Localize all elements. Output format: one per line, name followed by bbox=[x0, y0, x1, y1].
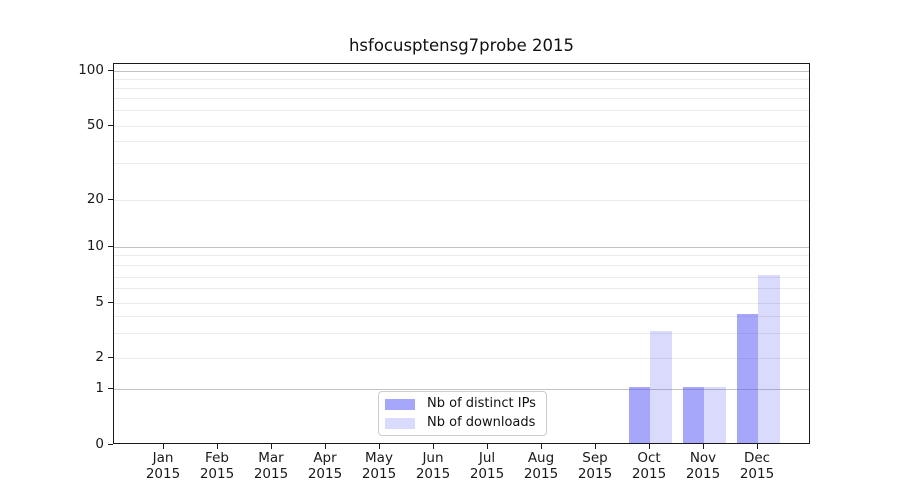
legend-label-downloads: Nb of downloads bbox=[427, 415, 536, 430]
y-tick-1 bbox=[108, 388, 113, 390]
x-tick-label-dec: Dec 2015 bbox=[739, 450, 775, 482]
gridline-minor-80 bbox=[114, 88, 809, 89]
y-tick-20 bbox=[108, 199, 113, 201]
legend-label-distinct-ips: Nb of distinct IPs bbox=[427, 396, 536, 411]
legend-item-downloads: Nb of downloads bbox=[385, 415, 538, 431]
bar-nb-of-distinct-ips-nov bbox=[682, 387, 704, 443]
x-tick-apr bbox=[325, 444, 327, 449]
y-tick-label-0: 0 bbox=[95, 436, 104, 452]
x-tick-label-oct: Oct 2015 bbox=[631, 450, 667, 482]
y-tick-label-1: 1 bbox=[95, 380, 104, 396]
x-tick-oct bbox=[649, 444, 651, 449]
y-tick-label-5: 5 bbox=[95, 294, 104, 310]
x-tick-label-apr: Apr 2015 bbox=[307, 450, 343, 482]
legend-item-distinct-ips: Nb of distinct IPs bbox=[385, 396, 538, 412]
y-tick-label-50: 50 bbox=[86, 117, 104, 133]
gridline-minor-5 bbox=[114, 303, 809, 304]
gridline-minor-60 bbox=[114, 110, 809, 111]
gridline-minor-90 bbox=[114, 79, 809, 80]
x-tick-label-feb: Feb 2015 bbox=[199, 450, 235, 482]
y-tick-2 bbox=[108, 357, 113, 359]
gridline-minor-40 bbox=[114, 141, 809, 142]
y-tick-label-2: 2 bbox=[95, 349, 104, 365]
y-tick-label-20: 20 bbox=[86, 191, 104, 207]
x-tick-aug bbox=[541, 444, 543, 449]
bar-nb-of-distinct-ips-dec bbox=[736, 314, 758, 443]
x-tick-label-mar: Mar 2015 bbox=[253, 450, 289, 482]
x-tick-label-aug: Aug 2015 bbox=[523, 450, 559, 482]
x-tick-nov bbox=[703, 444, 705, 449]
x-tick-feb bbox=[217, 444, 219, 449]
bar-nb-of-downloads-dec bbox=[758, 275, 780, 443]
y-tick-0 bbox=[108, 444, 113, 446]
x-tick-label-may: May 2015 bbox=[361, 450, 397, 482]
gridline-major-10 bbox=[114, 247, 809, 248]
gridline-major-1 bbox=[114, 389, 809, 390]
legend-swatch-downloads bbox=[385, 417, 415, 429]
x-tick-label-jun: Jun 2015 bbox=[415, 450, 451, 482]
x-tick-jun bbox=[433, 444, 435, 449]
gridline-minor-2 bbox=[114, 358, 809, 359]
gridline-minor-50 bbox=[114, 126, 809, 127]
gridline-minor-20 bbox=[114, 200, 809, 201]
x-tick-sep bbox=[595, 444, 597, 449]
y-tick-50 bbox=[108, 125, 113, 127]
x-tick-label-nov: Nov 2015 bbox=[685, 450, 721, 482]
x-tick-jan bbox=[163, 444, 165, 449]
legend-swatch-distinct-ips bbox=[385, 398, 415, 410]
x-tick-may bbox=[379, 444, 381, 449]
gridline-minor-9 bbox=[114, 255, 809, 256]
gridline-minor-30 bbox=[114, 163, 809, 164]
y-tick-100 bbox=[108, 70, 113, 72]
plot-area bbox=[113, 63, 810, 444]
gridline-minor-8 bbox=[114, 265, 809, 266]
gridline-minor-3 bbox=[114, 333, 809, 334]
y-tick-label-100: 100 bbox=[78, 62, 104, 78]
chart-title: hsfocusptensg7probe 2015 bbox=[348, 36, 575, 55]
gridline-minor-70 bbox=[114, 98, 809, 99]
y-tick-label-10: 10 bbox=[86, 238, 104, 254]
bar-nb-of-downloads-nov bbox=[704, 387, 726, 443]
y-tick-5 bbox=[108, 302, 113, 304]
x-tick-dec bbox=[757, 444, 759, 449]
bar-nb-of-downloads-oct bbox=[650, 331, 672, 443]
gridline-minor-7 bbox=[114, 277, 809, 278]
legend: Nb of distinct IPs Nb of downloads bbox=[378, 391, 547, 436]
x-tick-jul bbox=[487, 444, 489, 449]
gridline-major-100 bbox=[114, 71, 809, 72]
x-tick-label-sep: Sep 2015 bbox=[577, 450, 613, 482]
bar-nb-of-distinct-ips-oct bbox=[628, 387, 650, 443]
y-tick-10 bbox=[108, 246, 113, 248]
x-tick-label-jul: Jul 2015 bbox=[469, 450, 505, 482]
x-tick-label-jan: Jan 2015 bbox=[145, 450, 181, 482]
x-tick-mar bbox=[271, 444, 273, 449]
gridline-minor-4 bbox=[114, 316, 809, 317]
gridline-minor-6 bbox=[114, 288, 809, 289]
